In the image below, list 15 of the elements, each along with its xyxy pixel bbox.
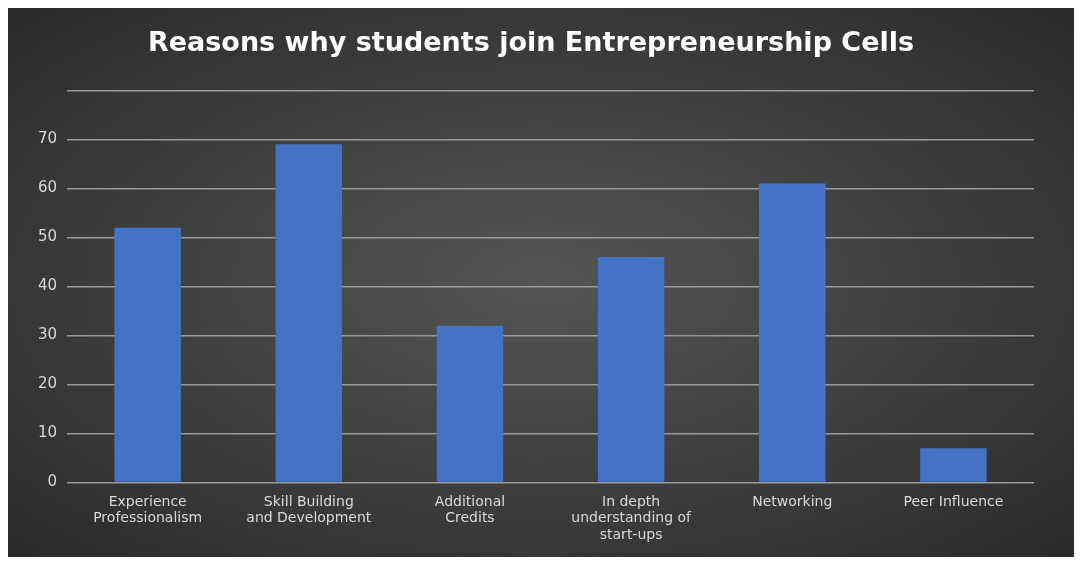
x-tick-label: Experience Professionalism <box>93 492 203 526</box>
y-tick-label: 60 <box>37 178 58 197</box>
y-tick-label: 30 <box>37 325 58 344</box>
chart-title: Reasons why students join Entrepreneurship Cells <box>147 26 915 58</box>
y-tick-label: 10 <box>37 423 58 442</box>
y-tick-label: 0 <box>47 472 58 491</box>
y-tick-label: 50 <box>37 227 58 246</box>
x-tick-label: Peer Influence <box>903 492 1004 509</box>
x-tick-label: Skill Building and Development <box>246 492 372 526</box>
y-tick-label: 70 <box>37 129 58 148</box>
x-tick-label: Networking <box>752 492 833 509</box>
x-tick-label: In depth understanding of start-ups <box>571 492 693 543</box>
y-tick-label: 40 <box>37 276 58 295</box>
x-tick-label: Additional Credits <box>434 492 506 526</box>
y-tick-label: 20 <box>37 374 58 393</box>
